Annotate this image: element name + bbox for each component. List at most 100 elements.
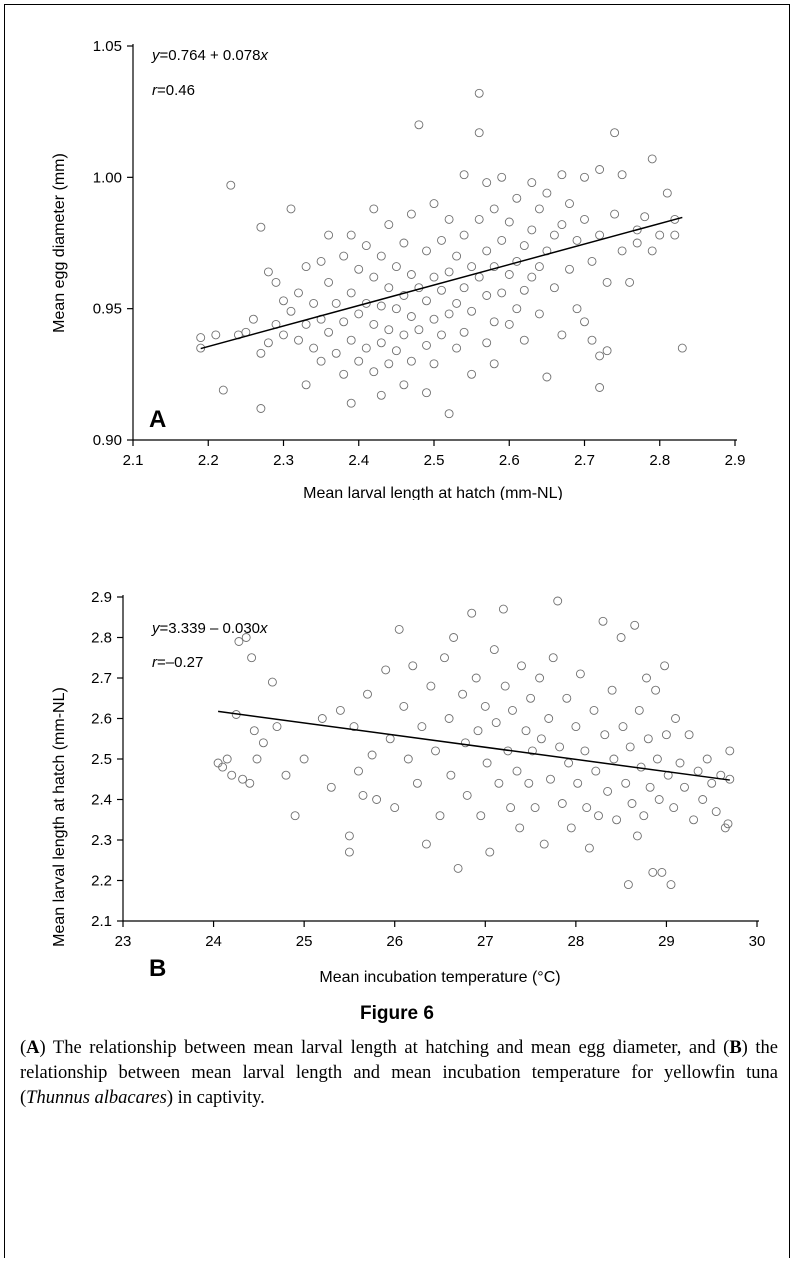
data-point [553,596,563,606]
data-point [474,214,484,224]
data-point [580,172,589,182]
data-point [702,754,712,764]
data-point [399,330,409,340]
data-point [301,319,311,329]
data-point [625,277,635,287]
data-point [549,230,559,240]
data-point [500,681,510,691]
data-point [226,180,236,190]
data-point [256,404,266,413]
data-point [346,288,356,298]
data-point [642,673,651,683]
data-point [707,778,717,788]
data-point [521,726,531,736]
data-point [648,867,658,877]
data-point [548,653,558,663]
regression-equation: y=3.339 – 0.030x [151,620,268,637]
data-point [426,681,436,691]
data-point [414,120,424,130]
data-point [618,722,628,732]
data-point [267,677,277,687]
data-point [263,338,273,348]
data-point [684,730,694,740]
data-point [299,754,309,764]
data-point [621,778,631,788]
regression-equation: y=0.764 + 0.078x [151,47,268,64]
data-point [555,742,565,752]
y-tick-label: 2.2 [91,873,112,890]
caption-segment: ) in captivity. [166,1088,265,1108]
data-point [610,209,620,219]
data-point [271,277,281,287]
data-point [489,317,499,327]
data-point [542,372,552,382]
data-point [580,317,589,327]
data-point [498,604,508,614]
data-point [281,770,291,780]
data-point [440,653,449,663]
data-point [227,770,237,780]
data-point [358,790,368,800]
data-point [467,306,477,316]
data-point [335,705,345,715]
data-point [406,270,416,279]
data-point [294,288,303,298]
data-point [489,645,499,655]
data-point [354,264,364,274]
data-point [693,766,703,776]
data-point [473,726,483,736]
data-point [647,154,657,164]
data-point [519,335,529,345]
y-tick-label: 1.05 [93,38,122,55]
data-point [680,782,689,792]
data-point [258,738,268,748]
data-point [512,193,522,203]
y-tick-label: 0.90 [93,432,122,449]
data-point [655,230,665,240]
x-axis-label: Mean larval length at hatch (mm-NL) [303,485,563,500]
data-point [698,795,708,804]
data-point [399,291,409,300]
data-point [369,204,379,214]
y-tick-label: 2.9 [91,589,112,606]
data-point [354,356,364,366]
data-point [519,285,529,295]
data-point [474,272,484,282]
data-point [497,288,507,298]
data-point [512,304,522,314]
data-point [422,340,431,350]
data-point [467,262,477,272]
data-point [256,348,266,358]
data-point [263,267,273,277]
x-tick-label: 24 [205,933,222,950]
data-point [482,338,492,348]
data-point [630,620,640,630]
data-point [316,356,326,366]
x-tick-label: 30 [749,933,766,950]
data-point [660,661,670,671]
data-point [446,770,456,780]
data-point [580,214,589,224]
data-point [607,685,617,695]
data-point [458,689,468,699]
data-point [309,298,319,308]
data-point [247,653,257,663]
data-point [385,734,395,744]
data-point [324,277,334,287]
data-point [218,762,228,772]
data-point [391,304,401,314]
data-point [623,880,633,890]
data-point [546,774,555,784]
data-point [670,214,680,224]
y-tick-label: 1.00 [93,169,122,186]
data-point [431,746,440,756]
data-point [598,616,608,626]
plot-layer: 2.1 2.2 2.3 2.4 2.5 2.6 2.7 2.8 2.9 0.90 0.95 1.00 1… [93,38,746,469]
data-point [504,319,514,329]
y-tick-label: 2.4 [91,792,112,809]
data-point [632,238,642,248]
data-point [524,778,534,788]
data-point [444,214,454,224]
y-axis-label: Mean larval length at hatch (mm-NL) [51,687,68,947]
data-point [429,314,439,324]
